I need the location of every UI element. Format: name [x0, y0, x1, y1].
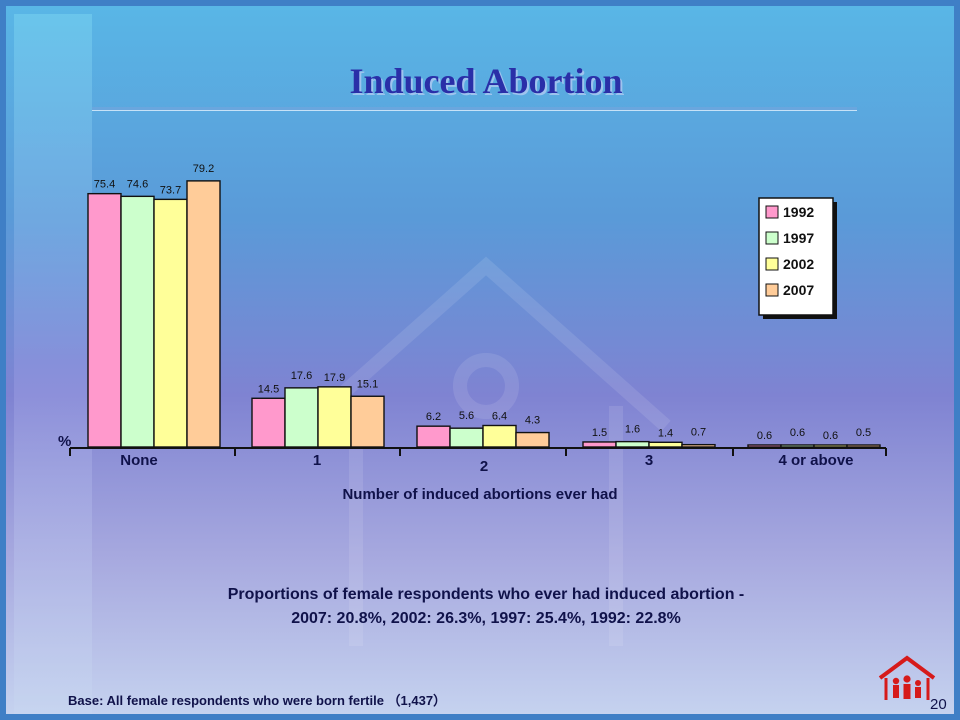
x-tick-label: None	[120, 452, 158, 469]
bar-value-label: 17.6	[291, 370, 312, 382]
legend-swatch-2002	[765, 257, 779, 271]
bar-2002	[153, 198, 188, 448]
bar-2007	[846, 444, 881, 448]
bar-value-label: 17.9	[324, 372, 345, 384]
bar-value-label: 6.4	[492, 410, 507, 422]
bar-value-label: 1.5	[592, 427, 607, 439]
bar-value-label: 1.6	[625, 424, 640, 436]
bar-1997	[780, 444, 815, 448]
bar-value-label: 79.2	[193, 163, 214, 175]
bar-2007	[350, 395, 385, 448]
family-house-logo-icon	[878, 655, 936, 700]
legend-label: 2007	[783, 282, 814, 298]
page-number: 20	[930, 696, 947, 713]
bar-2002	[482, 424, 517, 448]
legend-label: 1997	[783, 230, 814, 246]
bar-1997	[284, 387, 319, 448]
bar-value-label: 5.6	[459, 410, 474, 422]
bar-1992	[582, 441, 617, 448]
bar-1992	[87, 192, 122, 448]
bar-value-label: 1.4	[658, 427, 673, 439]
legend-swatch-1992	[765, 205, 779, 219]
slide-title: Induced Abortion	[349, 61, 623, 101]
bar-1997	[120, 195, 155, 448]
subtitle-line-2: 2007: 20.8%, 2002: 26.3%, 1997: 25.4%, 1…	[291, 610, 681, 627]
bar-value-label: 74.6	[127, 178, 148, 190]
bar-1997	[615, 440, 650, 448]
legend-label: 2002	[783, 256, 814, 272]
x-tick-label: 4 or above	[778, 452, 853, 469]
legend-label: 1992	[783, 204, 814, 220]
bar-value-label: 0.6	[757, 430, 772, 442]
bar-1992	[416, 425, 451, 448]
bar-value-label: 0.5	[856, 427, 871, 439]
bar-value-label: 75.4	[94, 179, 115, 191]
decorative-stripe	[14, 14, 92, 714]
x-tick-label: 1	[313, 452, 321, 469]
bar-1992	[251, 397, 286, 448]
x-axis-title: Number of induced abortions ever had	[342, 486, 617, 503]
subtitle-line-1: Proportions of female respondents who ev…	[227, 586, 745, 603]
bar-chart: None 1 2 3 4 or above 75.4 74.6 73.7 79.2 14.5 17…	[58, 163, 887, 646]
legend-swatch-2007	[765, 283, 779, 297]
chart-subtitle: Proportions of female respondents who ev…	[6, 583, 954, 631]
bar-2007	[186, 180, 221, 448]
bar-1997	[449, 427, 484, 448]
bar-value-label: 6.2	[426, 411, 441, 423]
bar-2002	[648, 441, 683, 448]
bar-2007	[681, 443, 716, 448]
bar-value-label: 15.1	[357, 378, 378, 390]
title-rule	[92, 107, 857, 111]
base-note: Base: All female respondents who were bo…	[68, 693, 447, 708]
bar-2002	[317, 386, 352, 448]
bar-2002	[813, 444, 848, 448]
y-axis-label: %	[58, 433, 71, 450]
bar-value-label: 0.6	[790, 427, 805, 439]
bar-value-label: 0.6	[823, 430, 838, 442]
legend-swatch-1997	[765, 231, 779, 245]
bar-value-label: 73.7	[160, 184, 181, 196]
bar-value-label: 0.7	[691, 427, 706, 439]
x-tick-label: 3	[645, 452, 653, 469]
bar-1992	[747, 444, 782, 448]
x-tick-label: 2	[480, 458, 488, 475]
bar-value-label: 4.3	[525, 415, 540, 427]
bar-2007	[515, 431, 550, 448]
bar-value-label: 14.5	[258, 383, 279, 395]
